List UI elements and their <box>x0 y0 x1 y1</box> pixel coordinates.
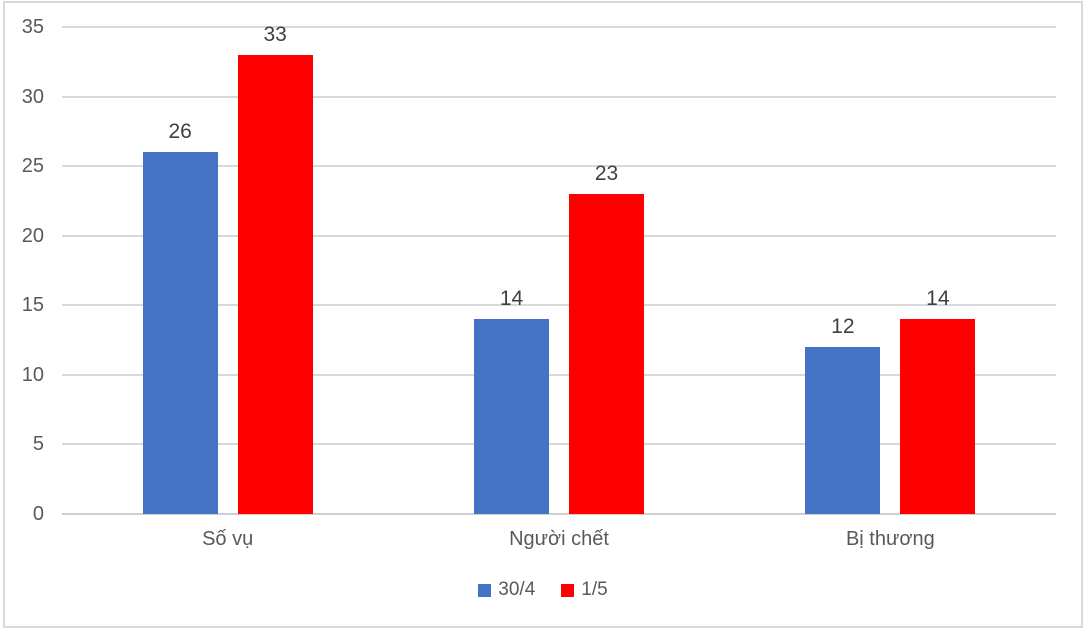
bar-1/5-1 <box>237 54 313 514</box>
gridline-y-25 <box>62 165 1056 168</box>
gridline-y-35 <box>62 26 1056 28</box>
data-label: 12 <box>831 315 855 339</box>
bar-1/5-2 <box>569 193 644 514</box>
data-label: 14 <box>499 287 524 311</box>
y-tick-label: 25 <box>21 155 44 178</box>
y-tick-label: 20 <box>21 224 44 247</box>
legend-swatch-icon <box>561 583 575 597</box>
bar-30/4-3 <box>805 347 881 514</box>
y-tick-label: 5 <box>32 433 44 456</box>
bar-30/4-2 <box>474 319 549 514</box>
legend-label: 30/4 <box>498 579 536 600</box>
legend-swatch-icon <box>478 583 492 597</box>
gridline-y-0 <box>62 513 1056 515</box>
data-label: 14 <box>926 287 950 311</box>
gridline-y-20 <box>62 234 1056 237</box>
legend: 30/4 1/5 <box>0 579 1086 601</box>
x-axis-label-2: Người chết <box>509 528 609 550</box>
data-label: 26 <box>168 120 192 144</box>
gridline-y-10 <box>62 373 1056 376</box>
y-tick-label: 35 <box>21 16 44 38</box>
data-label: 23 <box>594 161 619 185</box>
bar-1/5-3 <box>900 319 976 514</box>
data-label: 33 <box>263 22 287 46</box>
y-tick-label: 15 <box>21 294 44 317</box>
legend-label: 1/5 <box>581 579 608 600</box>
x-axis-label-3: Bị thương <box>845 528 935 550</box>
y-tick-label: 0 <box>32 503 44 525</box>
gridline-y-30 <box>62 95 1056 98</box>
y-tick-label: 10 <box>21 363 44 386</box>
bar-30/4-1 <box>142 152 218 514</box>
gridline-y-5 <box>62 443 1056 446</box>
gridline-y-15 <box>62 304 1056 307</box>
x-axis-label-1: Số vụ <box>202 528 254 550</box>
legend-item-30/4: 30/4 <box>478 579 535 601</box>
y-tick-label: 30 <box>21 85 44 108</box>
legend-item-1/5: 1/5 <box>561 579 608 601</box>
